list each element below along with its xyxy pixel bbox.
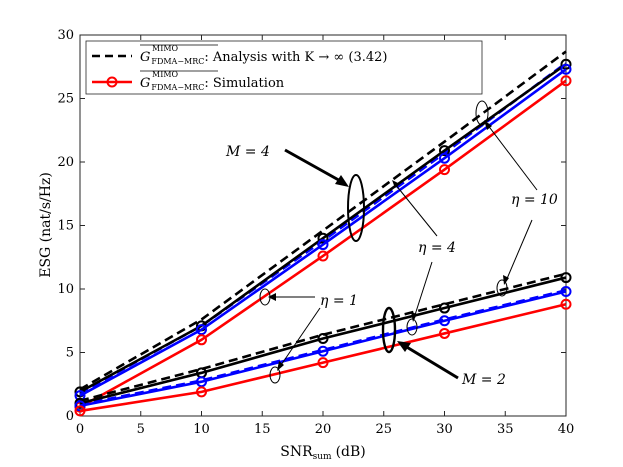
legend: GFDMA−MRC: Analysis with K → ∞ (3.42) MI… <box>85 40 483 95</box>
x-tick-label: 20 <box>315 422 332 437</box>
x-tick-label: 5 <box>137 422 145 437</box>
x-tick-label: 40 <box>558 422 575 437</box>
series-9-point <box>196 386 207 398</box>
axis-ticks: 0 5 10 15 20 25 30 35 40 0 5 10 15 20 25 30 <box>57 28 574 437</box>
legend-label-simulation: GFDMA−MRC: Simulation <box>140 76 285 92</box>
series-8-point <box>317 345 329 357</box>
eta10-upper-ellipse <box>475 100 489 126</box>
y-tick-label: 15 <box>57 219 74 234</box>
annotation-eta10: η = 10 <box>511 192 558 208</box>
legend-simulation-text: : Simulation <box>204 76 284 91</box>
eta4-lower-ellipse <box>406 318 418 336</box>
series-line-7 <box>79 276 567 405</box>
x-tick-label: 0 <box>76 422 84 437</box>
legend-simulation-sub: FDMA−MRC <box>151 83 204 92</box>
m4-arrow-head <box>335 175 349 187</box>
series-2-point <box>439 145 450 157</box>
series-7-point <box>439 302 450 314</box>
series-2-point <box>560 58 572 70</box>
eta10-lower-arrow-line <box>505 219 533 282</box>
m4-arrow-line <box>284 148 345 185</box>
series-9-point <box>560 298 572 310</box>
x-tick-label: 25 <box>375 422 392 437</box>
eta1-lower-ellipse <box>269 366 281 384</box>
m2-arrow-head <box>397 341 411 352</box>
y-tick-label: 30 <box>57 28 74 43</box>
m4-group-ellipse <box>347 174 365 242</box>
eta10-upper-arrow-line <box>486 123 538 191</box>
annotations <box>259 100 538 384</box>
m2-arrow-line <box>404 344 459 380</box>
x-axis-title-unit: (dB) <box>336 444 366 460</box>
x-axis-title-main: SNR <box>280 444 313 460</box>
m2-group-ellipse <box>381 306 397 354</box>
eta4-arrow-head-upper <box>392 180 400 188</box>
series-9-point <box>317 357 329 369</box>
series-line-4 <box>79 79 567 409</box>
series-line-9 <box>79 302 567 413</box>
legend-analysis-symbol: G <box>140 50 150 65</box>
x-tick-label: 10 <box>193 422 210 437</box>
y-tick-label: 20 <box>57 155 74 170</box>
eta1-arrow-line-lower <box>278 307 321 369</box>
x-tick-label: 35 <box>497 422 514 437</box>
y-tick-label: 10 <box>57 282 74 297</box>
series-4-point <box>317 250 329 262</box>
eta4-arrow-head-lower <box>411 312 417 322</box>
series-3-point <box>439 152 450 164</box>
series-7-point <box>560 272 572 284</box>
series-line-0 <box>79 50 567 391</box>
annotation-eta4: η = 4 <box>418 240 456 256</box>
eta10-upper-arrow-head <box>484 120 492 130</box>
x-tick-label: 30 <box>436 422 453 437</box>
eta4-arrow-line-lower <box>413 261 433 319</box>
eta4-arrow-line-upper <box>394 183 438 237</box>
eta10-lower-ellipse <box>496 279 508 297</box>
series-3-point <box>560 63 572 75</box>
x-tick-label: 15 <box>254 422 271 437</box>
series-4-point <box>196 334 207 346</box>
legend-box <box>85 40 483 95</box>
y-tick-label: 5 <box>66 346 74 361</box>
series-2-point <box>317 232 329 244</box>
series-9-point <box>74 405 86 417</box>
series-4-point <box>439 164 450 176</box>
series-line-8 <box>79 290 567 408</box>
legend-sup-analysis: MIMO <box>152 44 179 53</box>
series-8-point <box>439 315 450 327</box>
eta10-lower-arrow-head <box>503 275 509 285</box>
legend-analysis-text: : Analysis with K → ∞ (3.42) <box>204 50 387 65</box>
eta1-arrow-head-upper <box>268 293 276 301</box>
series-7-point <box>317 333 329 345</box>
y-tick-label: 0 <box>66 409 74 424</box>
series-8-point <box>560 286 572 298</box>
annotation-m2: M = 2 <box>461 372 506 388</box>
series-3-point <box>317 239 329 251</box>
series-8-point <box>196 376 207 388</box>
x-axis-title: SNRsum (dB) <box>280 444 366 462</box>
legend-simulation-symbol: G <box>140 76 150 91</box>
y-tick-label: 25 <box>57 92 74 107</box>
eta1-arrow-head-lower <box>277 361 284 371</box>
annotation-eta1: η = 1 <box>320 293 358 309</box>
x-axis-title-sub: sum <box>313 452 332 462</box>
legend-label-analysis: GFDMA−MRC: Analysis with K → ∞ (3.42) <box>140 50 387 66</box>
series-3-point <box>196 324 207 336</box>
series-4-point <box>560 75 572 87</box>
legend-analysis-sub: FDMA−MRC <box>151 57 204 66</box>
series-9-point <box>439 327 450 339</box>
series-line-3 <box>79 68 567 397</box>
legend-marker-simulation <box>106 76 118 88</box>
annotation-m4: M = 4 <box>225 144 270 160</box>
y-axis-title: ESG (nat/s/Hz) <box>38 172 54 278</box>
legend-sup-simulation: MIMO <box>152 70 179 79</box>
